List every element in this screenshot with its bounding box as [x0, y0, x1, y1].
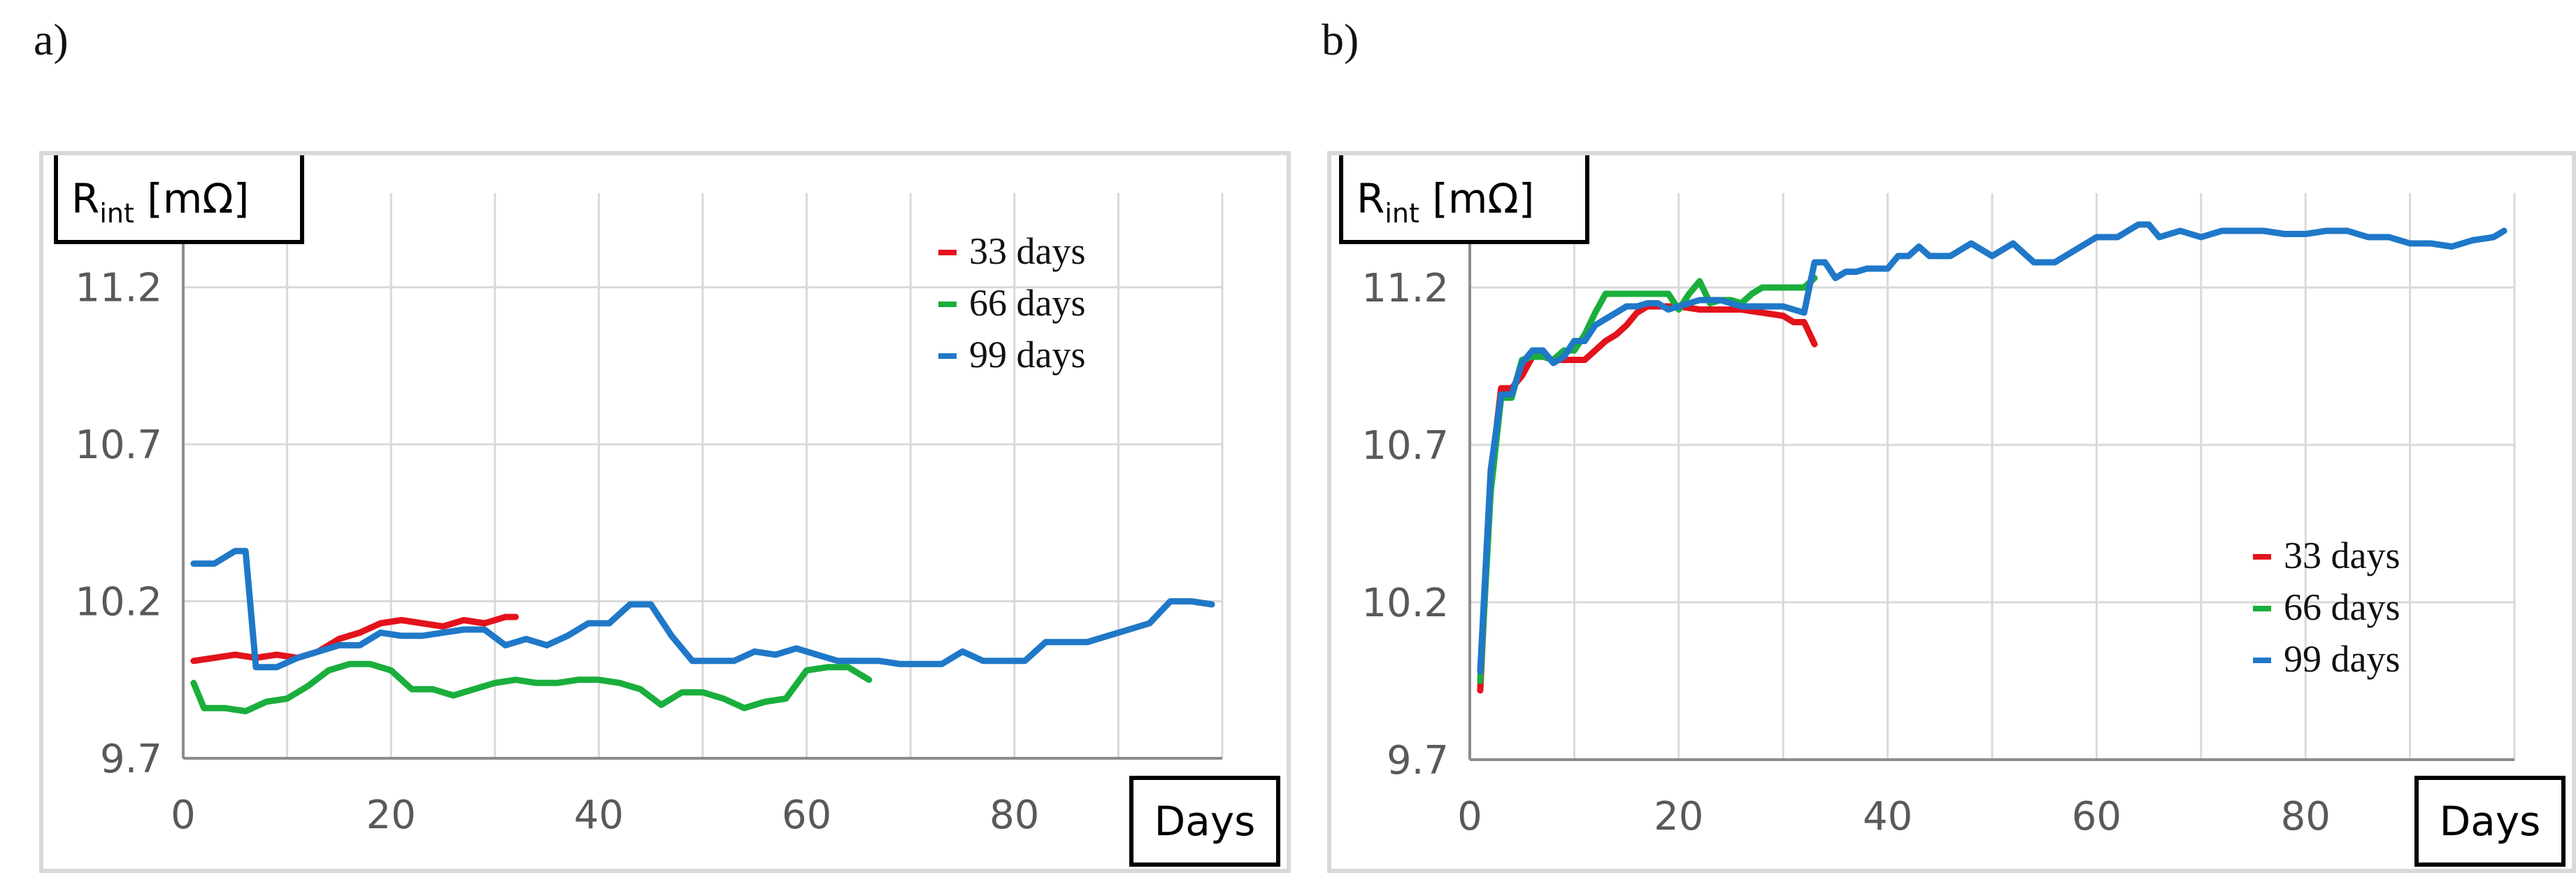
chart-a-ylabel-base: R: [71, 175, 99, 222]
chart-a-series-99-days: [190, 548, 1215, 671]
chart-b-xtick-label: 60: [2072, 794, 2121, 839]
chart-a-ylabel-unit: [mΩ]: [134, 175, 250, 222]
chart-b-plot: 9.7 10.2 10.7 11.2 0 20 40 60 80 33 days 66 days 99…: [1339, 155, 2566, 867]
chart-a-frame: 9.7 10.2 10.7 11.2 0 20 40 60 80 33 days 66 days 99…: [39, 151, 1291, 873]
chart-a-legend-label: 99 days: [969, 334, 1085, 376]
chart-b-ytick-label: 10.7: [1361, 423, 1449, 469]
chart-a-xtick-label: 80: [989, 793, 1039, 838]
chart-a-ytick-label: 10.7: [75, 423, 162, 468]
chart-b-legend-label: 66 days: [2284, 586, 2400, 628]
chart-a-series-33-days: [190, 613, 519, 665]
chart-a-plot: 9.7 10.2 10.7 11.2 0 20 40 60 80 33 days 66 days 99…: [54, 155, 1280, 867]
chart-a-xtick-label: 20: [366, 793, 416, 838]
chart-a-ylabel: Rint [mΩ]: [71, 175, 249, 229]
chart-b-ytick-label: 9.7: [1387, 738, 1449, 783]
chart-b-series-99-days: [1477, 221, 2507, 675]
chart-a-xtick-label: 40: [574, 793, 624, 838]
chart-b-ylabel-sub: int: [1384, 198, 1419, 229]
panel-b-label: b): [1322, 15, 1359, 64]
chart-b-xtick-label: 20: [1654, 794, 1703, 839]
panel-a-label: a): [34, 15, 69, 64]
chart-a-xtick-label: 60: [782, 793, 831, 838]
chart-b-series-66-days: [1477, 275, 1818, 684]
chart-b-series-33-days: [1477, 303, 1818, 694]
chart-b-legend-label: 33 days: [2284, 534, 2400, 576]
chart-b-xtick-label: 0: [1457, 794, 1482, 839]
chart-a-series-66-days: [190, 660, 873, 715]
chart-b-legend-label: 99 days: [2284, 638, 2400, 680]
chart-b-xtick-label: 40: [1863, 794, 1912, 839]
chart-a-ytick-label: 11.2: [75, 266, 162, 311]
chart-a-xlabel-box: [1129, 776, 1280, 867]
chart-b-frame: 9.7 10.2 10.7 11.2 0 20 40 60 80 33 days 66 days 99…: [1327, 151, 2576, 873]
chart-b-xtick-label: 80: [2281, 794, 2331, 839]
chart-b-ytick-label: 11.2: [1361, 266, 1449, 311]
chart-b-ytick-label: 10.2: [1361, 581, 1449, 626]
chart-b-ylabel-box: [1339, 155, 1589, 244]
chart-b-xlabel-box: [2414, 776, 2566, 867]
chart-a-legend-label: 33 days: [969, 230, 1085, 272]
chart-a-ylabel-sub: int: [99, 198, 134, 229]
chart-b-ylabel-base: R: [1357, 175, 1384, 222]
chart-b-ylabel-unit: [mΩ]: [1419, 175, 1535, 222]
chart-b-ylabel: Rint [mΩ]: [1357, 175, 1534, 229]
chart-b-xlabel: Days: [2440, 797, 2541, 845]
chart-a-xlabel: Days: [1154, 797, 1256, 845]
chart-a-ytick-label: 10.2: [75, 580, 162, 625]
chart-a-legend-label: 66 days: [969, 282, 1085, 324]
chart-a-xtick-label: 0: [171, 793, 196, 838]
chart-a-ylabel-box: [54, 155, 304, 244]
chart-a-ytick-label: 9.7: [100, 737, 162, 782]
